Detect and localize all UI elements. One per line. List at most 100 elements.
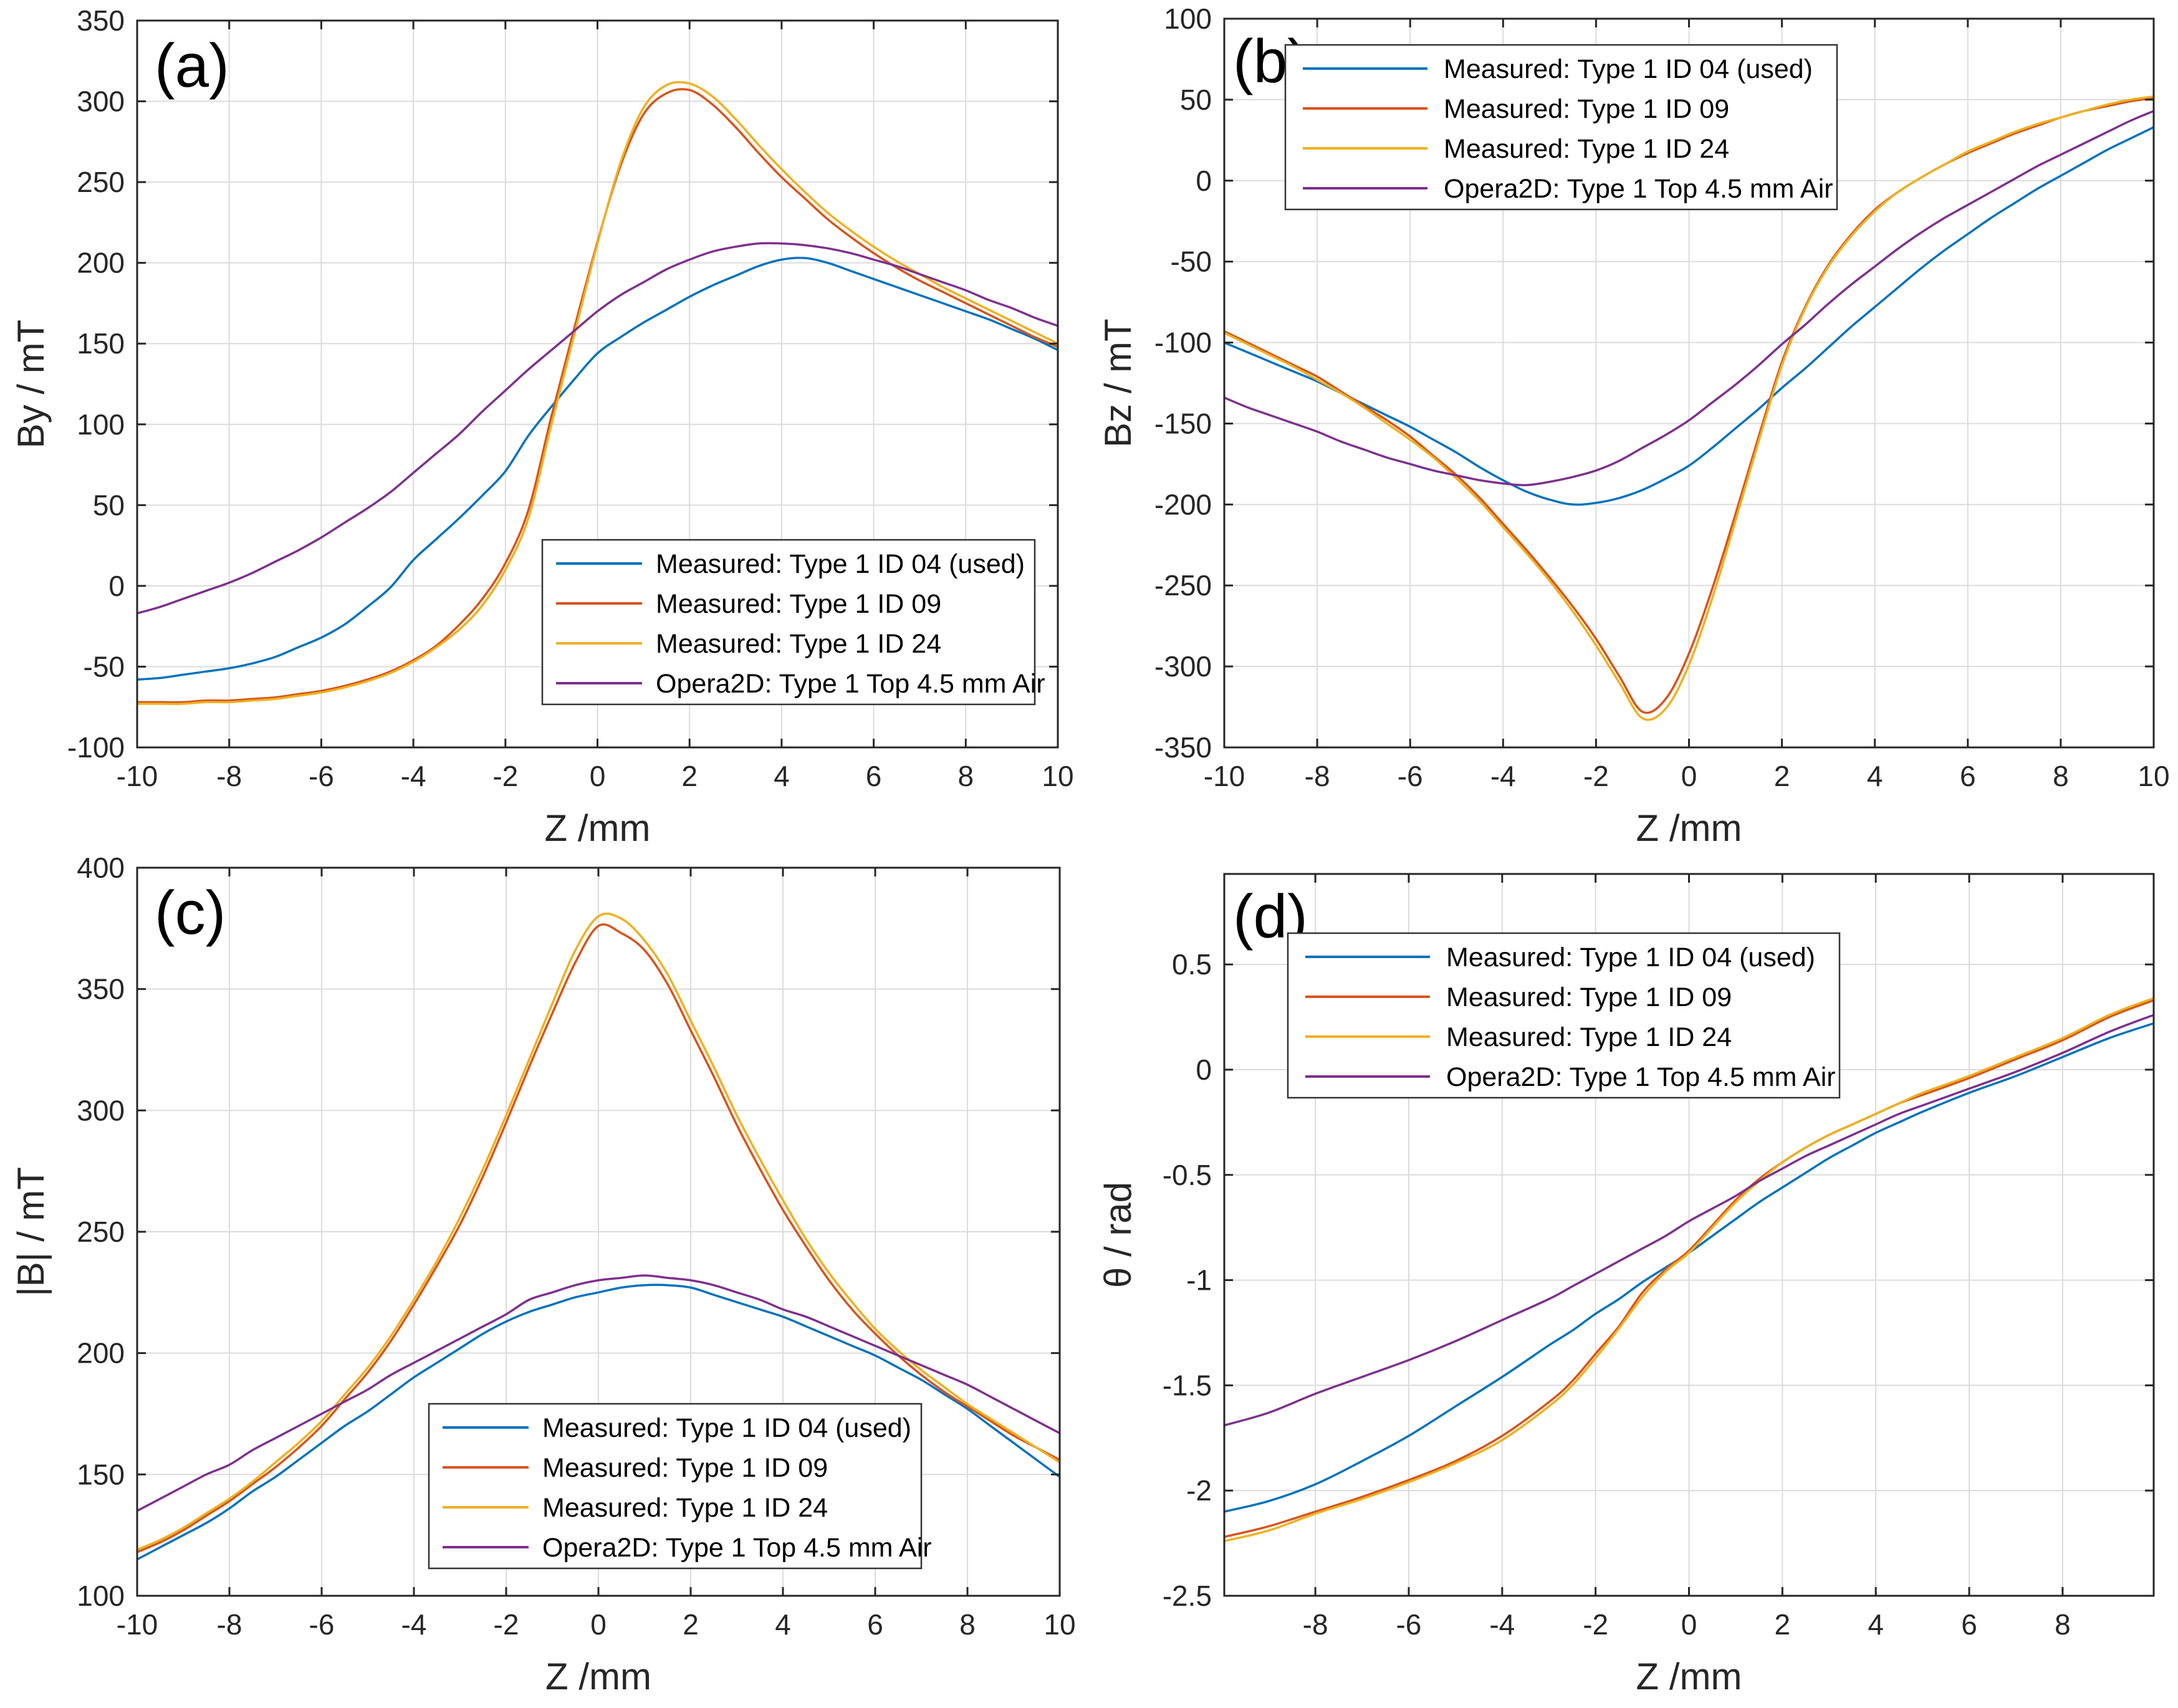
y-tick-label: -0.5 [1163,1159,1212,1191]
panel-d-series-4-line [1224,1014,2154,1427]
x-tick-label: 6 [1961,1608,1977,1641]
x-tick-label: 4 [775,1608,791,1641]
x-tick-label: 0 [590,1608,607,1641]
legend-a: Measured: Type 1 ID 04 (used) Measured: T… [541,539,1045,706]
x-tick-label: -6 [1398,760,1423,792]
panel-c-series-1-line [137,1283,1060,1561]
y-tick-label: -100 [67,731,125,764]
legend-box-c [428,1403,923,1570]
panel-d-series-3-line [1224,997,2154,1542]
y-tick-label: 0 [1196,165,1212,197]
y-tick-label: 150 [77,1458,125,1490]
y-tick-label: -350 [1154,731,1212,764]
y-tick-label: -1 [1186,1264,1212,1297]
x-tick-label: -6 [1396,1608,1421,1641]
legend-entry-label: Measured: Type 1 ID 09 [542,1453,828,1483]
x-tick-label: -4 [401,760,426,792]
x-tick-label: 8 [2055,1608,2071,1641]
panel-c-series-4-line [137,1274,1060,1512]
x-tick-label: -10 [1204,760,1245,792]
legend-entry-label: Measured: Type 1 ID 24 [542,1493,828,1523]
y-tick-label: 100 [77,408,125,441]
y-tick-label: -50 [1171,246,1212,278]
legend-entry-label: Opera2D: Type 1 Top 4.5 mm Air [656,669,1045,699]
y-tick-label: 250 [77,166,125,198]
panel-d: -8 -6 -4 -2 0 2 4 6 8 -2.5 -2 -1.5 -1 -0.5 0 0.5 Z /mm θ … [1097,873,2155,1697]
legend-entry-label: Measured: Type 1 ID 24 [1444,134,1729,164]
legend-entry-label: Opera2D: Type 1 Top 4.5 mm Air [1444,174,1833,204]
y-tick-label: 400 [77,852,125,884]
x-tick-label: -6 [309,1608,335,1641]
y-axis-label-b: Bz / mT [1097,319,1139,448]
y-tick-label: 350 [77,973,125,1005]
y-tick-label: 300 [77,1094,125,1126]
legend-entry-label: Measured: Type 1 ID 04 (used) [1444,54,1813,84]
panel-b-series-1-line [1224,126,2154,506]
y-tick-label: 0.5 [1172,948,1212,981]
y-tick-label: 200 [77,1337,125,1370]
x-tick-label: -8 [1305,760,1330,792]
x-tick-label: 10 [1043,1608,1075,1641]
x-tick-label: 8 [2053,760,2069,792]
x-tick-label: -10 [117,760,158,792]
ticks-a [136,19,1059,749]
panel-d-series-1-line [1224,1022,2154,1513]
y-tick-label: -300 [1154,650,1212,683]
y-axis-label-a: By / mT [10,320,52,449]
y-tick-label: -100 [1154,327,1212,359]
x-tick-label: -8 [217,1608,242,1641]
legend-entry-label: Measured: Type 1 ID 09 [656,589,941,619]
legend-entry-label: Measured: Type 1 ID 09 [1446,982,1732,1012]
x-tick-label: 10 [2137,760,2169,792]
panel-c: -10 -8 -6 -4 -2 0 2 4 6 8 10 100 150 200 250 300 350 400 Z… [10,852,1076,1697]
legend-entry-label: Measured: Type 1 ID 24 [656,629,941,659]
x-tick-label: 2 [681,760,698,792]
panel-a-series-4-line [137,242,1058,615]
panel-a-series-3-line [137,81,1058,705]
y-tick-label: -2.5 [1163,1580,1212,1612]
x-tick-label: 8 [958,760,974,792]
panel-b-series-2-line [1224,97,2154,714]
y-tick-label: -1.5 [1163,1369,1212,1401]
x-tick-label: 4 [1868,1608,1884,1641]
y-tick-label: 50 [1180,84,1212,116]
x-tick-label: -10 [117,1608,158,1641]
x-tick-label: -8 [1303,1608,1328,1641]
ticks-b [1223,17,2155,749]
x-axis-label-d: Z /mm [1636,1656,1742,1697]
x-axis-label-b: Z /mm [1636,807,1742,849]
panel-letter-c: (c) [155,878,226,947]
panel-b-series-4-line [1224,110,2154,487]
y-tick-label: 100 [77,1580,125,1612]
x-tick-label: -2 [1583,760,1609,792]
x-tick-label: 0 [1681,1608,1697,1641]
x-tick-label: 2 [1775,1608,1791,1641]
y-tick-label: 300 [77,85,125,118]
legend-d: Measured: Type 1 ID 04 (used) Measured: T… [1287,932,1841,1099]
x-tick-label: -2 [1583,1608,1608,1641]
panel-a-series-1-line [137,256,1058,681]
x-tick-label: 4 [1867,760,1883,792]
y-tick-label: -250 [1154,569,1212,602]
panel-b-series-3-line [1224,95,2154,721]
y-tick-label: 100 [1164,2,1212,35]
y-tick-label: 50 [93,489,125,521]
panel-b: -10 -8 -6 -4 -2 0 2 4 6 8 10 -350 -300 -250 -200 -150 -1… [1097,2,2170,849]
x-tick-label: 6 [866,760,882,792]
x-tick-label: 6 [1960,760,1976,792]
y-axis-label-c: |B| / mT [10,1167,52,1297]
y-tick-label: 0 [1196,1053,1212,1086]
x-tick-label: -4 [1490,760,1516,792]
x-tick-label: 0 [590,760,606,792]
panel-a: -10 -8 -6 -4 -2 0 2 4 6 8 10 -100 -50 0 50 100 150 200 250… [10,4,1074,849]
x-tick-label: 8 [959,1608,976,1641]
series-group-b [1224,95,2154,721]
legend-box-a [541,539,1036,706]
ticks-d [1224,874,2154,1597]
x-tick-label: 10 [1042,760,1073,792]
x-tick-label: -6 [309,760,334,792]
legend-entry-label: Measured: Type 1 ID 09 [1444,94,1729,124]
x-tick-label: -4 [1489,1608,1515,1641]
y-tick-label: -200 [1154,488,1212,521]
